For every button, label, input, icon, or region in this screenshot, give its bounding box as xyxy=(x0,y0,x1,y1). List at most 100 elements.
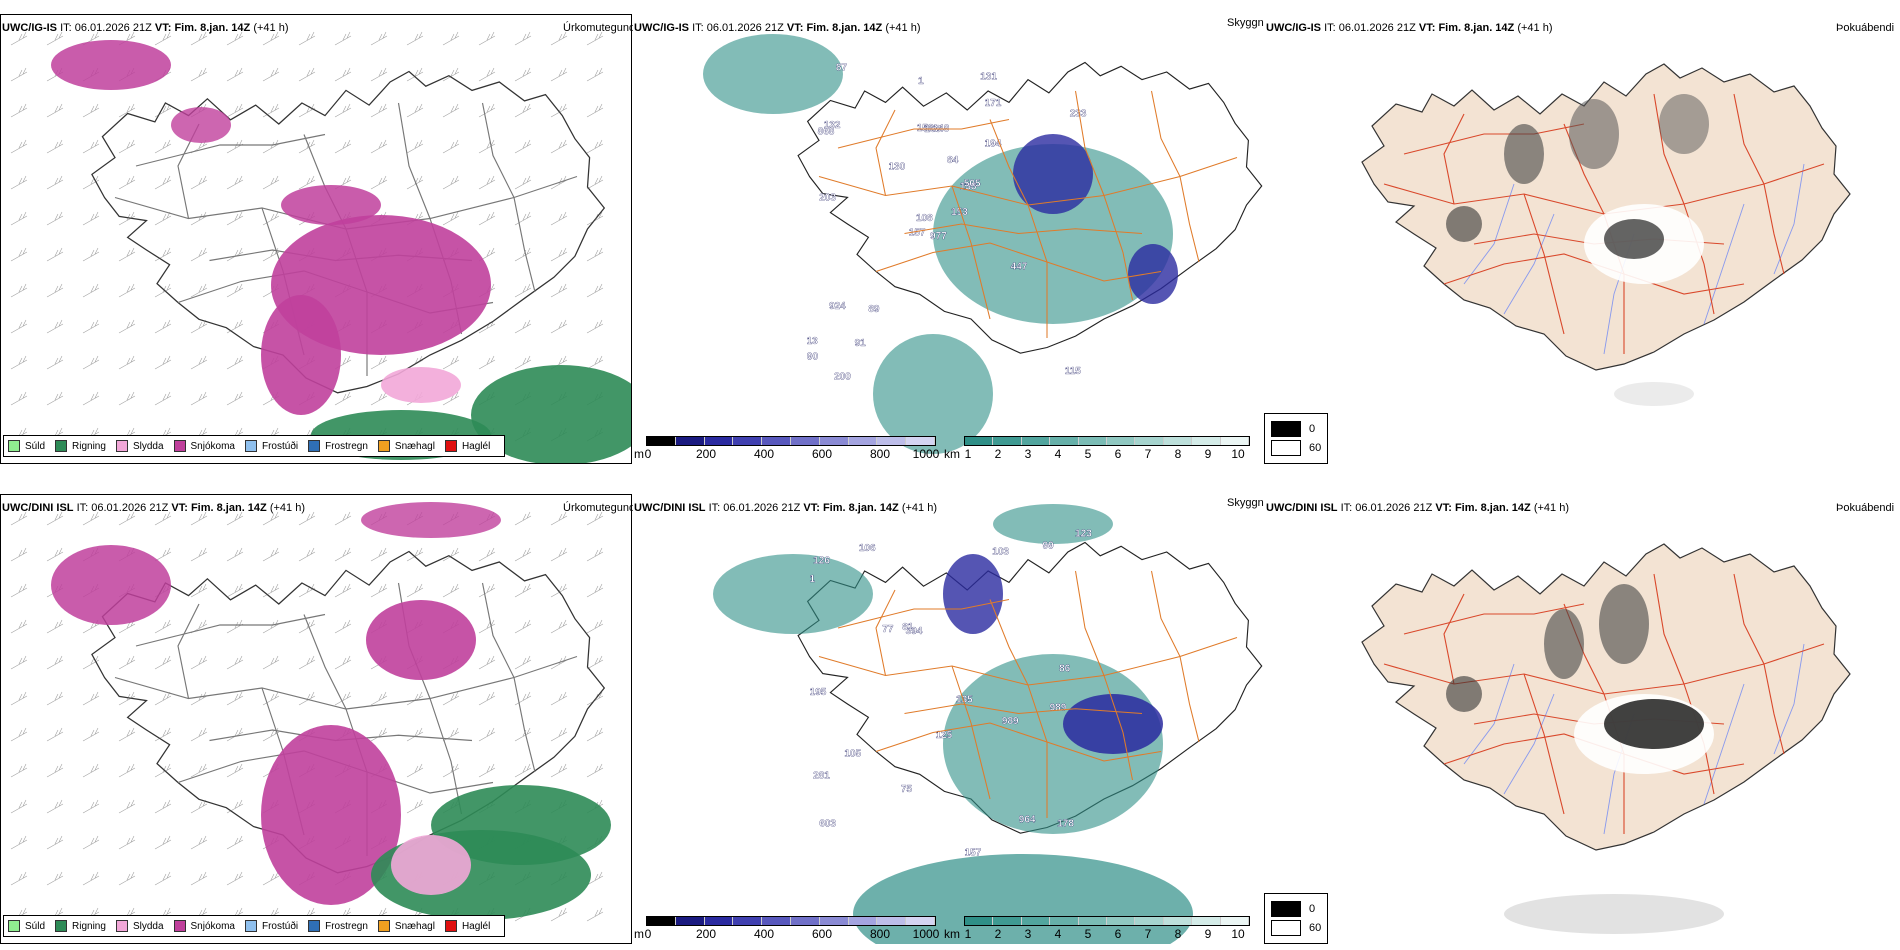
wind-barb xyxy=(46,391,64,406)
visibility-value-label: 156 xyxy=(917,123,934,134)
legend-item: Haglél xyxy=(444,440,490,452)
fog-dark-area xyxy=(1446,206,1482,242)
wind-barb xyxy=(586,691,604,706)
road xyxy=(1653,573,1685,685)
visibility-ticks: km 1 2 3 4 5 6 7 8 9 10 xyxy=(944,926,1250,942)
wind-barb xyxy=(262,511,280,526)
wind-barb xyxy=(10,319,28,334)
wind-barb xyxy=(370,547,388,562)
model-name: UWC/DINI ISL xyxy=(2,502,74,514)
wind-barb xyxy=(298,31,316,46)
scale-tick: 4 xyxy=(1054,447,1062,461)
wind-barb xyxy=(82,835,100,850)
iceland-outline xyxy=(1361,543,1851,851)
legend-label: Slydda xyxy=(132,920,164,932)
wind-barb xyxy=(190,835,208,850)
snow-area xyxy=(366,600,476,680)
lead-time: (+41 h) xyxy=(269,502,305,514)
wind-barb xyxy=(442,31,460,46)
road xyxy=(1523,193,1565,335)
wind-barb xyxy=(10,727,28,742)
wind-barb xyxy=(118,835,136,850)
legend-swatch xyxy=(308,920,321,932)
road xyxy=(397,102,431,219)
vt-value: Fim. 8.jan. 14Z xyxy=(190,502,267,514)
precip-map-graphic xyxy=(10,31,631,463)
scale-tick: 4 xyxy=(1054,927,1062,941)
road xyxy=(875,722,1162,762)
wind-barb xyxy=(118,799,136,814)
wind-barb xyxy=(46,763,64,778)
low-cloud-area xyxy=(943,554,1003,634)
fog-label: 0 xyxy=(1309,423,1316,435)
road xyxy=(1150,570,1181,657)
road xyxy=(1443,593,1465,685)
wind-barb xyxy=(154,319,172,334)
wind-barb xyxy=(334,139,352,154)
fog-swatch xyxy=(1271,920,1301,936)
wind-barb xyxy=(154,619,172,634)
visibility-value-label: 91 xyxy=(855,338,867,349)
run-info-header: UWC/IG-IS IT: 06.01.2026 21Z VT: Fim. 8.… xyxy=(634,22,921,34)
run-info-header: UWC/DINI ISL IT: 06.01.2026 21Z VT: Fim.… xyxy=(634,502,937,514)
wind-barb xyxy=(10,655,28,670)
legend-label: Snjókoma xyxy=(190,920,235,932)
wind-barb xyxy=(46,211,64,226)
legend-label: Frostúði xyxy=(261,920,299,932)
wind-barb xyxy=(478,547,496,562)
cloud-base-ticks: m 0 200 400 600 800 1000 xyxy=(634,926,939,942)
wind-barb xyxy=(154,547,172,562)
wind-barb xyxy=(550,619,568,634)
wind-barb xyxy=(514,175,532,190)
wind-barb xyxy=(586,247,604,262)
scale-tick: 1000 xyxy=(912,927,940,941)
wind-barb xyxy=(334,391,352,406)
wind-barb xyxy=(82,283,100,298)
road-network xyxy=(818,90,1238,339)
visibility-value-label: 157 xyxy=(909,228,926,239)
wind-barb xyxy=(478,211,496,226)
wind-barb xyxy=(82,247,100,262)
it-label: IT: xyxy=(1340,502,1353,514)
scale-tick: 9 xyxy=(1204,447,1212,461)
wind-barb xyxy=(550,283,568,298)
wind-barb xyxy=(262,211,280,226)
scale-tick: 600 xyxy=(811,927,833,941)
wind-barb xyxy=(46,511,64,526)
wind-barb xyxy=(154,283,172,298)
wind-barb xyxy=(82,871,100,886)
fog-dark-area xyxy=(1659,94,1709,154)
scale-tick: 7 xyxy=(1144,927,1152,941)
road xyxy=(1179,656,1200,743)
wind-barb xyxy=(370,31,388,46)
fog-legend-item: 0 xyxy=(1271,901,1321,917)
wind-barb xyxy=(10,391,28,406)
model-name: UWC/IG-IS xyxy=(634,22,689,34)
fog-label: 60 xyxy=(1309,922,1322,934)
visibility-value-label: 447 xyxy=(1011,261,1028,272)
road xyxy=(1403,603,1585,635)
wind-barb xyxy=(334,583,352,598)
visibility-value-label: 125 xyxy=(936,730,953,741)
wind-barb xyxy=(298,103,316,118)
road xyxy=(1074,90,1105,196)
road xyxy=(1027,684,1048,819)
scale-tick: 8 xyxy=(1174,447,1182,461)
model-name: UWC/DINI ISL xyxy=(634,502,706,514)
legend-label: Rigning xyxy=(72,440,106,452)
legend-item: Haglél xyxy=(444,920,490,932)
it-value: 06.01.2026 21Z xyxy=(74,22,152,34)
wind-barb xyxy=(478,763,496,778)
visibility-value-label: 281 xyxy=(813,770,830,781)
legend-label: Súld xyxy=(25,920,46,932)
wind-barb xyxy=(226,175,244,190)
road xyxy=(303,614,347,710)
legend-item: Súld xyxy=(8,440,45,452)
wind-barb xyxy=(442,139,460,154)
wind-barb xyxy=(226,655,244,670)
legend-label: Rigning xyxy=(72,920,106,932)
wind-barb xyxy=(586,319,604,334)
visibility-ticks: km 1 2 3 4 5 6 7 8 9 10 xyxy=(944,446,1250,462)
wind-barb xyxy=(190,799,208,814)
sleet-area xyxy=(381,367,461,403)
